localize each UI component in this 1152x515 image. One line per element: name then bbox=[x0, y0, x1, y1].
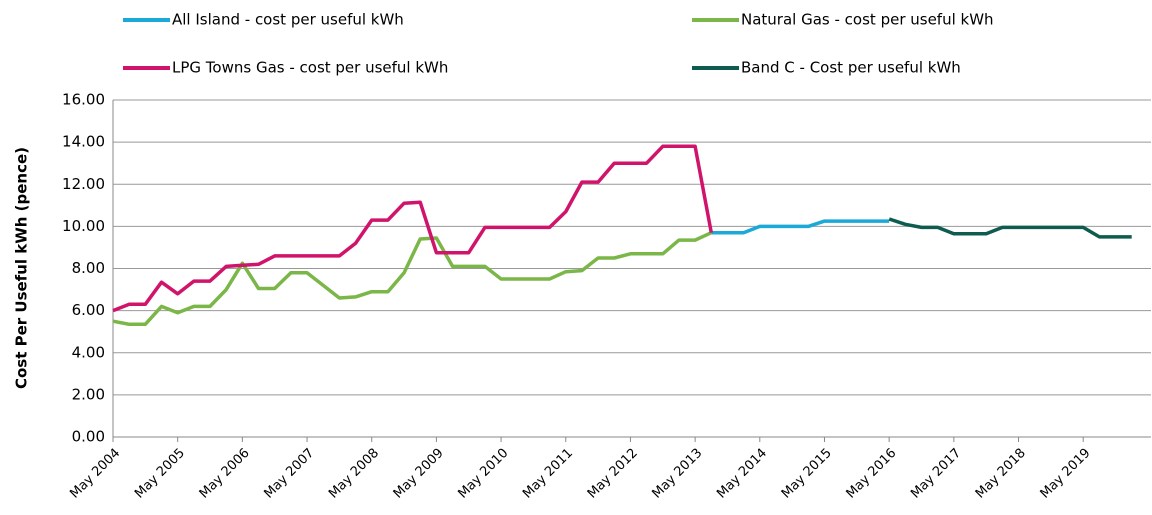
x-tick-label: May 2007 bbox=[261, 446, 317, 502]
x-tick-label: May 2017 bbox=[908, 446, 964, 502]
y-tick-label: 16.00 bbox=[62, 91, 105, 109]
x-tick-label: May 2013 bbox=[649, 446, 705, 502]
y-tick-label: 14.00 bbox=[62, 133, 105, 151]
y-tick-label: 0.00 bbox=[72, 428, 105, 446]
series-line bbox=[112, 144, 714, 313]
x-tick-label: May 2016 bbox=[844, 446, 900, 502]
legend-label: All Island - cost per useful kWh bbox=[172, 11, 404, 29]
y-tick-label: 6.00 bbox=[72, 301, 105, 319]
y-tick-label: 8.00 bbox=[72, 259, 105, 277]
y-tick-label: 12.00 bbox=[62, 175, 105, 193]
x-tick-label: May 2005 bbox=[132, 446, 188, 502]
x-tick-label: May 2006 bbox=[197, 446, 253, 502]
legend-label: Natural Gas - cost per useful kWh bbox=[741, 11, 994, 29]
x-tick-label: May 2008 bbox=[326, 446, 382, 502]
y-axis-label: Cost Per Useful kWh (pence) bbox=[13, 147, 31, 389]
y-tick-label: 4.00 bbox=[72, 343, 105, 361]
x-tick-label: May 2014 bbox=[714, 446, 770, 502]
series-line bbox=[711, 219, 890, 235]
x-tick-label: May 2015 bbox=[779, 446, 835, 502]
y-tick-label: 2.00 bbox=[72, 385, 105, 403]
legend-label: Band C - Cost per useful kWh bbox=[741, 59, 961, 77]
y-tick-label: 10.00 bbox=[62, 217, 105, 235]
series-line bbox=[112, 231, 713, 327]
x-tick-label: May 2009 bbox=[391, 446, 447, 502]
legend-label: LPG Towns Gas - cost per useful kWh bbox=[172, 59, 448, 77]
x-tick-label: May 2018 bbox=[973, 446, 1029, 502]
x-tick-label: May 2010 bbox=[455, 446, 511, 502]
x-tick-label: May 2011 bbox=[520, 446, 576, 502]
series-line bbox=[888, 217, 1132, 239]
x-tick-label: May 2012 bbox=[585, 446, 641, 502]
x-tick-label: May 2004 bbox=[67, 446, 123, 502]
x-tick-label: May 2019 bbox=[1038, 446, 1094, 502]
